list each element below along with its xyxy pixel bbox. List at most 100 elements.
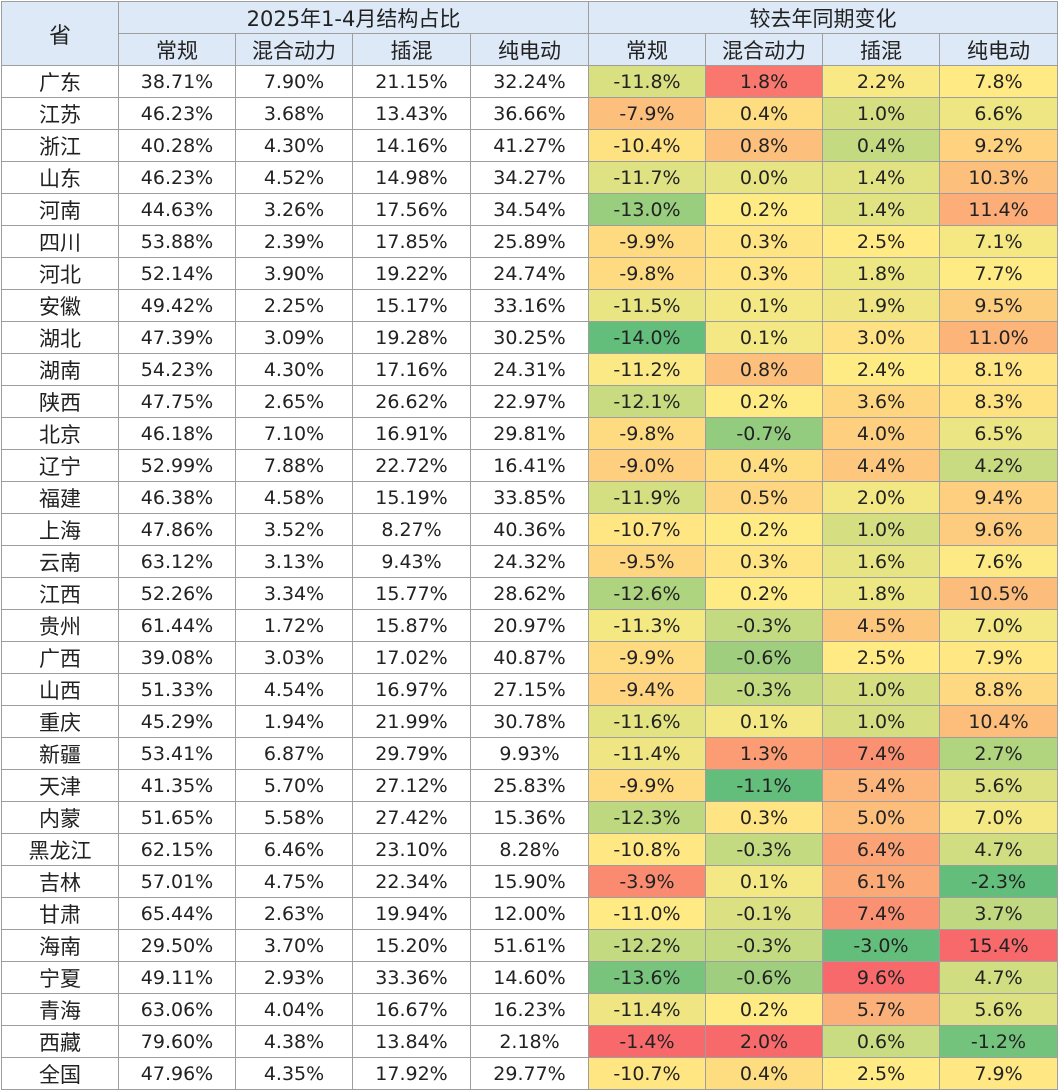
share-cell: 52.14% <box>118 257 236 290</box>
share-col-header: 混合动力 <box>235 33 353 66</box>
header-row-columns: 常规 混合动力 插混 纯电动 常规 混合动力 插混 纯电动 <box>2 33 1058 66</box>
change-cell: 2.0% <box>822 481 940 514</box>
share-cell: 15.19% <box>352 481 471 514</box>
share-cell: 40.28% <box>118 129 236 162</box>
table-row: 湖南 54.23% 4.30% 17.16% 24.31% -11.2% 0.8% 2.4% 8… <box>1 353 1058 386</box>
change-cell: -11.4% <box>588 737 706 770</box>
change-cell: 3.6% <box>822 385 940 418</box>
change-cell: 3.7% <box>939 897 1058 930</box>
table-row: 湖北 47.39% 3.09% 19.28% 30.25% -14.0% 0.1% 3.0% 1… <box>1 321 1058 354</box>
share-cell: 62.15% <box>118 833 236 866</box>
change-cell: 0.8% <box>705 353 823 386</box>
share-cell: 15.87% <box>352 609 471 642</box>
province-cell: 全国 <box>1 1057 119 1090</box>
share-cell: 3.52% <box>235 513 353 546</box>
change-cell: 1.0% <box>822 673 940 706</box>
change-cell: 1.3% <box>705 737 823 770</box>
change-cell: 0.3% <box>705 257 823 290</box>
table-row: 河南 44.63% 3.26% 17.56% 34.54% -13.0% 0.2% 1.4% 1… <box>1 193 1058 226</box>
change-cell: -9.9% <box>588 769 706 802</box>
table-row: 安徽 49.42% 2.25% 15.17% 33.16% -11.5% 0.1% 1.9% 9… <box>1 289 1058 322</box>
change-cell: 7.0% <box>939 609 1058 642</box>
share-cell: 49.11% <box>118 961 236 994</box>
change-cell: 7.1% <box>939 225 1058 258</box>
share-cell: 51.65% <box>118 801 236 834</box>
province-cell: 河南 <box>1 193 119 226</box>
change-cell: 5.7% <box>822 993 940 1026</box>
change-cell: 5.6% <box>939 769 1058 802</box>
share-cell: 4.35% <box>235 1057 353 1090</box>
share-cell: 21.15% <box>352 65 471 98</box>
share-cell: 36.66% <box>470 97 589 130</box>
change-cell: -10.7% <box>588 1057 706 1090</box>
share-cell: 45.29% <box>118 705 236 738</box>
share-cell: 8.28% <box>470 833 589 866</box>
change-cell: 5.0% <box>822 801 940 834</box>
change-cell: 2.7% <box>939 737 1058 770</box>
province-cell: 安徽 <box>1 289 119 322</box>
change-cell: 0.1% <box>705 289 823 322</box>
share-cell: 19.22% <box>352 257 471 290</box>
share-cell: 14.16% <box>352 129 471 162</box>
change-cell: 0.3% <box>705 225 823 258</box>
share-cell: 47.96% <box>118 1057 236 1090</box>
change-cell: 2.5% <box>822 225 940 258</box>
change-cell: 0.2% <box>705 385 823 418</box>
share-cell: 16.41% <box>470 449 589 482</box>
change-cell: -11.3% <box>588 609 706 642</box>
change-cell: 1.4% <box>822 161 940 194</box>
table-row: 四川 53.88% 2.39% 17.85% 25.89% -9.9% 0.3% 2.5% 7.… <box>1 225 1058 258</box>
change-cell: -3.0% <box>822 929 940 962</box>
share-cell: 4.30% <box>235 353 353 386</box>
table-row: 甘肃 65.44% 2.63% 19.94% 12.00% -11.0% -0.1% 7.4%… <box>1 897 1058 930</box>
province-cell: 广西 <box>1 641 119 674</box>
change-cell: -12.3% <box>588 801 706 834</box>
table-row: 山东 46.23% 4.52% 14.98% 34.27% -11.7% 0.0% 1.4% 1… <box>1 161 1058 194</box>
change-cell: 4.0% <box>822 417 940 450</box>
change-cell: -9.4% <box>588 673 706 706</box>
table-row: 广西 39.08% 3.03% 17.02% 40.87% -9.9% -0.6% 2.5% 7… <box>1 641 1058 674</box>
share-cell: 32.24% <box>470 65 589 98</box>
change-cell: 0.4% <box>705 1057 823 1090</box>
share-cell: 2.65% <box>235 385 353 418</box>
province-cell: 江西 <box>1 577 119 610</box>
change-cell: 1.4% <box>822 193 940 226</box>
share-cell: 46.18% <box>118 417 236 450</box>
province-cell: 江苏 <box>1 97 119 130</box>
province-cell: 内蒙 <box>1 801 119 834</box>
change-cell: -1.4% <box>588 1025 706 1058</box>
province-cell: 山东 <box>1 161 119 194</box>
share-cell: 63.06% <box>118 993 236 1026</box>
change-cell: 0.4% <box>705 449 823 482</box>
province-cell: 上海 <box>1 513 119 546</box>
share-cell: 39.08% <box>118 641 236 674</box>
change-cell: 2.4% <box>822 353 940 386</box>
table-row: 黑龙江 62.15% 6.46% 23.10% 8.28% -10.8% -0.3% 6.4%… <box>1 833 1058 866</box>
share-cell: 3.13% <box>235 545 353 578</box>
change-cell: -11.0% <box>588 897 706 930</box>
share-cell: 3.68% <box>235 97 353 130</box>
change-cell: 5.6% <box>939 993 1058 1026</box>
change-cell: -12.6% <box>588 577 706 610</box>
change-cell: 1.8% <box>822 577 940 610</box>
share-cell: 2.93% <box>235 961 353 994</box>
share-cell: 17.85% <box>352 225 471 258</box>
share-cell: 2.63% <box>235 897 353 930</box>
change-cell: 7.9% <box>939 1057 1058 1090</box>
share-cell: 4.30% <box>235 129 353 162</box>
share-cell: 2.18% <box>470 1025 589 1058</box>
share-cell: 27.12% <box>352 769 471 802</box>
change-col-header: 常规 <box>588 33 706 66</box>
change-cell: 4.4% <box>822 449 940 482</box>
change-cell: -9.8% <box>588 417 706 450</box>
change-cell: -12.1% <box>588 385 706 418</box>
province-cell: 甘肃 <box>1 897 119 930</box>
province-cell: 云南 <box>1 545 119 578</box>
change-cell: 0.1% <box>705 705 823 738</box>
change-cell: 0.3% <box>705 801 823 834</box>
province-cell: 北京 <box>1 417 119 450</box>
share-cell: 53.88% <box>118 225 236 258</box>
share-cell: 53.41% <box>118 737 236 770</box>
share-cell: 29.81% <box>470 417 589 450</box>
table-row: 福建 46.38% 4.58% 15.19% 33.85% -11.9% 0.5% 2.0% 9… <box>1 481 1058 514</box>
